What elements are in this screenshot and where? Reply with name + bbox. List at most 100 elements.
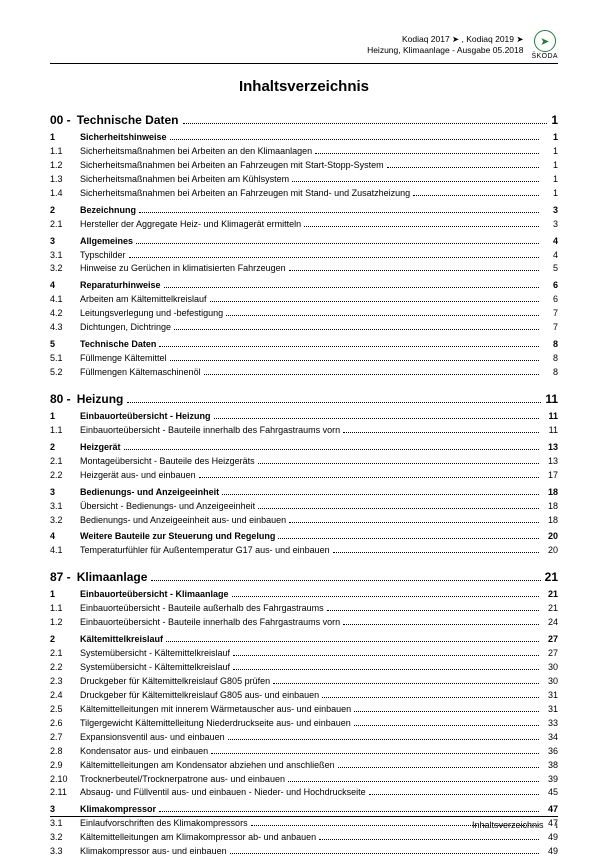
row-number: 3: [50, 486, 80, 500]
toc-row: 2Heizgerät13: [50, 441, 558, 455]
row-page: 31: [542, 703, 558, 717]
leader-dots: [292, 181, 539, 182]
row-label: Klimakompressor aus- und einbauen: [80, 845, 227, 859]
row-number: 3.3: [50, 845, 80, 859]
row-number: 5.1: [50, 352, 80, 366]
row-page: 8: [542, 352, 558, 366]
row-page: 18: [542, 486, 558, 500]
row-page: 27: [542, 633, 558, 647]
row-page: 31: [542, 689, 558, 703]
leader-dots: [333, 552, 539, 553]
row-label: Druckgeber für Kältemittelkreislauf G805…: [80, 675, 270, 689]
row-label: Reparaturhinweise: [80, 279, 161, 293]
leader-dots: [354, 725, 539, 726]
brand-logo: ➤ ŠKODA: [531, 30, 558, 60]
row-label: Expansionsventil aus- und einbauen: [80, 731, 225, 745]
row-number: 3.1: [50, 249, 80, 263]
footer-label: Inhaltsverzeichnis: [472, 820, 544, 830]
row-number: 4.3: [50, 321, 80, 335]
toc-row: 2.10Trocknerbeutel/Trocknerpatrone aus- …: [50, 773, 558, 787]
row-number: 3.1: [50, 500, 80, 514]
row-label: Bezeichnung: [80, 204, 136, 218]
row-page: 34: [542, 731, 558, 745]
row-page: 18: [542, 500, 558, 514]
row-label: Sicherheitshinweise: [80, 131, 167, 145]
leader-dots: [124, 449, 539, 450]
leader-dots: [327, 610, 539, 611]
row-page: 49: [542, 845, 558, 859]
row-number: 1.1: [50, 424, 80, 438]
toc-row: 2.1Systemübersicht - Kältemittelkreislau…: [50, 647, 558, 661]
row-number: 1.1: [50, 602, 80, 616]
leader-dots: [343, 432, 539, 433]
row-page: 8: [542, 366, 558, 380]
row-page: 6: [542, 293, 558, 307]
leader-dots: [343, 624, 539, 625]
toc-row: 5.1Füllmenge Kältemittel8: [50, 352, 558, 366]
leader-dots: [233, 655, 539, 656]
toc-section-header: 80 -Heizung11: [50, 392, 558, 406]
leader-dots: [322, 697, 539, 698]
row-number: 1.2: [50, 159, 80, 173]
toc-row: 2.7Expansionsventil aus- und einbauen 34: [50, 731, 558, 745]
section-label: Heizung: [77, 392, 124, 406]
section-page: 1: [551, 113, 558, 127]
row-number: 2.2: [50, 469, 80, 483]
leader-dots: [289, 270, 539, 271]
row-page: 21: [542, 588, 558, 602]
leader-dots: [214, 418, 539, 419]
toc-row: 1.1Einbauorteübersicht - Bauteile außerh…: [50, 602, 558, 616]
leader-dots: [258, 463, 539, 464]
row-label: Weitere Bauteile zur Steuerung und Regel…: [80, 530, 275, 544]
toc-row: 1.2Einbauorteübersicht - Bauteile innerh…: [50, 616, 558, 630]
row-number: 2.7: [50, 731, 80, 745]
leader-dots: [174, 329, 539, 330]
row-label: Allgemeines: [80, 235, 133, 249]
row-label: Systemübersicht - Kältemittelkreislauf: [80, 647, 230, 661]
row-label: Einbauorteübersicht - Heizung: [80, 410, 211, 424]
row-number: 2.11: [50, 786, 80, 800]
toc-row: 4.2Leitungsverlegung und -befestigung7: [50, 307, 558, 321]
row-page: 30: [542, 661, 558, 675]
row-number: 2.2: [50, 661, 80, 675]
leader-dots: [288, 781, 539, 782]
section-number: 87 -: [50, 570, 71, 584]
row-number: 4: [50, 530, 80, 544]
row-number: 2.8: [50, 745, 80, 759]
toc-row: 3Bedienungs- und Anzeigeeinheit18: [50, 486, 558, 500]
row-label: Sicherheitsmaßnahmen bei Arbeiten an den…: [80, 145, 312, 159]
leader-dots: [222, 494, 539, 495]
header-line1: Kodiaq 2017 ➤ , Kodiaq 2019 ➤: [50, 34, 523, 45]
row-page: 13: [542, 455, 558, 469]
skoda-logo-icon: ➤: [534, 30, 556, 52]
leader-dots: [233, 669, 539, 670]
row-label: Sicherheitsmaßnahmen bei Arbeiten am Küh…: [80, 173, 289, 187]
row-label: Hinweise zu Gerüchen in klimatisierten F…: [80, 262, 286, 276]
row-label: Bedienungs- und Anzeigeeinheit aus- und …: [80, 514, 286, 528]
leader-dots: [304, 226, 539, 227]
toc-row: 3.1Übersicht - Bedienungs- und Anzeigeei…: [50, 500, 558, 514]
toc-row: 4Weitere Bauteile zur Steuerung und Rege…: [50, 530, 558, 544]
toc-row: 2.2Systemübersicht - Kältemittelkreislau…: [50, 661, 558, 675]
leader-dots: [354, 711, 539, 712]
table-of-contents: 00 -Technische Daten11Sicherheitshinweis…: [50, 113, 558, 859]
toc-row: 2.4Druckgeber für Kältemittelkreislauf G…: [50, 689, 558, 703]
row-number: 4: [50, 279, 80, 293]
row-number: 2.3: [50, 675, 80, 689]
row-number: 2: [50, 633, 80, 647]
row-number: 3.2: [50, 262, 80, 276]
row-page: 1: [542, 131, 558, 145]
row-number: 2.5: [50, 703, 80, 717]
row-page: 45: [542, 786, 558, 800]
row-number: 2.4: [50, 689, 80, 703]
row-page: 8: [542, 338, 558, 352]
leader-dots: [289, 522, 539, 523]
toc-row: 4.1Temperaturfühler für Außentemperatur …: [50, 544, 558, 558]
row-page: 1: [542, 159, 558, 173]
row-page: 4: [542, 235, 558, 249]
toc-section-header: 87 -Klimaanlage21: [50, 570, 558, 584]
row-page: 17: [542, 469, 558, 483]
leader-dots: [413, 195, 539, 196]
toc-row: 5.2Füllmengen Kältemaschinenöl8: [50, 366, 558, 380]
row-page: 20: [542, 544, 558, 558]
